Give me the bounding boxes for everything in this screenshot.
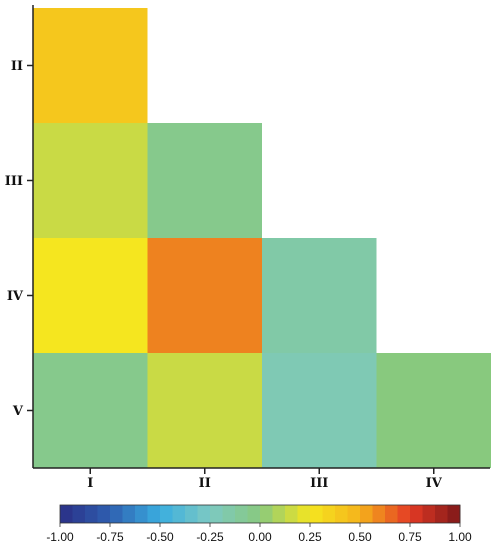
colorbar-segment	[435, 505, 448, 523]
heatmap-cell-V-II	[147, 353, 262, 468]
colorbar-segment	[310, 505, 323, 523]
colorbar-segment	[272, 505, 286, 523]
axes	[32, 5, 490, 469]
colorbar-segment	[85, 505, 98, 523]
colorbar-segment	[285, 505, 298, 523]
colorbar-segment	[135, 505, 148, 523]
colorbar: -1.00 -0.75 -0.50 -0.25 0.00 0.25 0.50 0.75 1.00	[46, 504, 472, 544]
colorbar-segment	[172, 505, 186, 523]
colorbar-segment	[447, 505, 461, 523]
heatmap-cell-III-II	[147, 123, 262, 238]
y-tick-label: V	[12, 404, 24, 419]
heatmap-cell-III-I	[33, 123, 148, 238]
colorbar-tick-label: 0.25	[298, 530, 322, 544]
heatmap-cell-IV-III	[262, 238, 377, 353]
heatmap-cell-V-I	[33, 353, 148, 468]
colorbar-segment	[260, 505, 273, 523]
colorbar-tick-label: -1.00	[46, 530, 74, 544]
colorbar-segment	[185, 505, 198, 523]
colorbar-segment	[197, 505, 211, 523]
colorbar-tick-label: -0.50	[146, 530, 174, 544]
x-tick-group: I II III IV	[87, 468, 443, 491]
heatmap-cell-V-III	[262, 353, 377, 468]
colorbar-segment	[322, 505, 336, 523]
colorbar-segment	[347, 505, 361, 523]
colorbar-tick-label: 0.50	[348, 530, 372, 544]
colorbar-segment	[410, 505, 423, 523]
colorbar-segment	[422, 505, 436, 523]
heatmap-cell-IV-I	[33, 238, 148, 353]
colorbar-segment	[110, 505, 123, 523]
colorbar-segment	[335, 505, 348, 523]
x-tick-label: III	[310, 476, 328, 491]
colorbar-segment	[360, 505, 373, 523]
colorbar-segment	[247, 505, 261, 523]
colorbar-tick-label: -0.25	[196, 530, 224, 544]
colorbar-segment	[147, 505, 161, 523]
colorbar-segment	[72, 505, 86, 523]
colorbar-segment	[397, 505, 411, 523]
colorbar-tick-label: 1.00	[448, 530, 472, 544]
heatmap-cells	[33, 8, 491, 468]
colorbar-segment	[385, 505, 398, 523]
colorbar-segment	[210, 505, 223, 523]
colorbar-tick-label: 0.75	[398, 530, 422, 544]
x-tick-label: I	[87, 476, 93, 491]
colorbar-segment	[60, 505, 73, 523]
colorbar-segment	[97, 505, 111, 523]
y-tick-label: II	[11, 59, 23, 74]
colorbar-segment	[222, 505, 236, 523]
colorbar-tick-label: 0.00	[248, 530, 272, 544]
colorbar-segment	[235, 505, 248, 523]
colorbar-segment	[372, 505, 386, 523]
heatmap-cell-IV-II	[147, 238, 262, 353]
x-tick-label: IV	[426, 476, 443, 491]
heatmap-cell-II-I	[33, 8, 148, 123]
x-tick-label: II	[199, 476, 211, 491]
colorbar-segment	[122, 505, 136, 523]
colorbar-segment	[160, 505, 173, 523]
y-tick-label: III	[5, 174, 23, 189]
y-tick-label: IV	[7, 289, 24, 304]
colorbar-tick-label: -0.75	[96, 530, 124, 544]
colorbar-segment	[297, 505, 311, 523]
heatmap-cell-V-IV	[376, 353, 491, 468]
